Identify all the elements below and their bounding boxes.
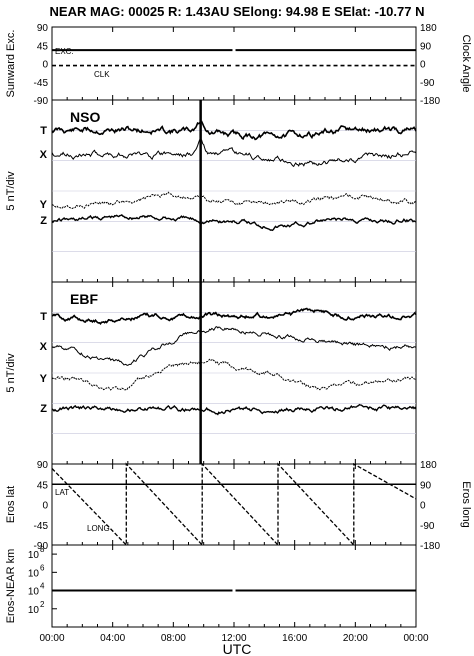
curve-label-ebf-t: T (40, 311, 47, 323)
right-tick-label: 0 (420, 60, 426, 71)
left-axis-label: Eros lat (5, 486, 17, 523)
left-tick-label: -90 (34, 541, 49, 552)
panel-frame-dist (51, 544, 417, 628)
x-tick-label: 00:00 (403, 633, 428, 644)
series-line-nso-z (51, 213, 417, 232)
panel-frame-sunward (51, 26, 417, 101)
left-tick-label: 45 (37, 480, 49, 491)
curve-label-ebf-y: Y (40, 373, 48, 385)
left-tick-label: 0 (42, 501, 48, 512)
left-tick-label: -45 (34, 78, 49, 89)
panel-title-nso: NSO (70, 109, 100, 125)
chart-marks (51, 49, 417, 592)
series-long-line (51, 462, 417, 547)
series-line-nso-t (51, 120, 417, 141)
left-tick-label: 45 (37, 41, 49, 52)
series-line-ebf-y (51, 358, 417, 391)
left-tick-label: 90 (37, 460, 49, 471)
curve-label-nso-z: Z (40, 215, 47, 227)
left-tick-exponent: 4 (40, 582, 45, 591)
right-tick-label: -180 (420, 96, 440, 107)
series-exc-label: EXC. (55, 47, 74, 56)
right-tick-label: 90 (420, 41, 432, 52)
x-tick-label: 04:00 (100, 633, 125, 644)
series-line-nso-x (51, 139, 417, 168)
curve-label-nso-y: Y (40, 199, 48, 211)
left-axis-label: Eros-NEAR km (5, 549, 17, 624)
x-tick-label: 08:00 (161, 633, 186, 644)
left-tick-label: 90 (37, 23, 49, 34)
series-line-ebf-x (51, 326, 417, 366)
curve-label-ebf-x: X (40, 341, 48, 353)
left-axis-label: Sunward Exc. (5, 30, 17, 98)
x-axis-label: UTC (223, 641, 252, 656)
right-tick-label: -90 (420, 521, 435, 532)
left-axis-label: 5 nT/div (5, 171, 17, 211)
right-tick-label: 180 (420, 460, 437, 471)
left-tick-label: -90 (34, 96, 49, 107)
curve-label-ebf-z: Z (40, 403, 47, 415)
series-line-ebf-t (51, 307, 417, 326)
x-tick-label: 00:00 (39, 633, 64, 644)
right-tick-label: -90 (420, 78, 435, 89)
right-tick-label: -180 (420, 541, 440, 552)
series-clk-label: CLK (94, 70, 110, 79)
chart-labels: 00:00 04:00 08:00 12:00 16:00 20:00 00:00 UTC 90… (5, 23, 472, 656)
right-tick-label: 0 (420, 501, 426, 512)
left-tick-label: 10 (28, 568, 40, 579)
panel-title-ebf: EBF (70, 291, 98, 307)
chart-title: NEAR MAG: 00025 R: 1.43AU SElong: 94.98 … (50, 4, 425, 19)
left-tick-label: 10 (28, 587, 40, 598)
right-axis-label: Eros long (460, 481, 472, 527)
left-tick-label: -45 (34, 521, 49, 532)
left-tick-label: 0 (42, 60, 48, 71)
left-tick-exponent: 6 (40, 563, 45, 572)
left-tick-exponent: 8 (40, 545, 45, 554)
left-tick-exponent: 2 (40, 600, 45, 609)
x-tick-label: 20:00 (343, 633, 368, 644)
curve-label-nso-t: T (40, 125, 47, 137)
left-axis-label: 5 nT/div (5, 353, 17, 393)
left-tick-label: 10 (28, 550, 40, 561)
right-tick-label: 90 (420, 480, 432, 491)
right-tick-label: 180 (420, 23, 437, 34)
left-tick-label: 10 (28, 605, 40, 616)
right-axis-label: Clock Angle (460, 34, 472, 92)
series-long-label: LONG (87, 524, 110, 533)
panel-frames (51, 26, 417, 628)
x-tick-label: 12:00 (221, 633, 246, 644)
series-line-nso-y (51, 191, 417, 210)
x-tick-label: 16:00 (282, 633, 307, 644)
curve-label-nso-x: X (40, 149, 48, 161)
series-line-ebf-z (51, 403, 417, 416)
series-lat-label: LAT (55, 488, 69, 497)
